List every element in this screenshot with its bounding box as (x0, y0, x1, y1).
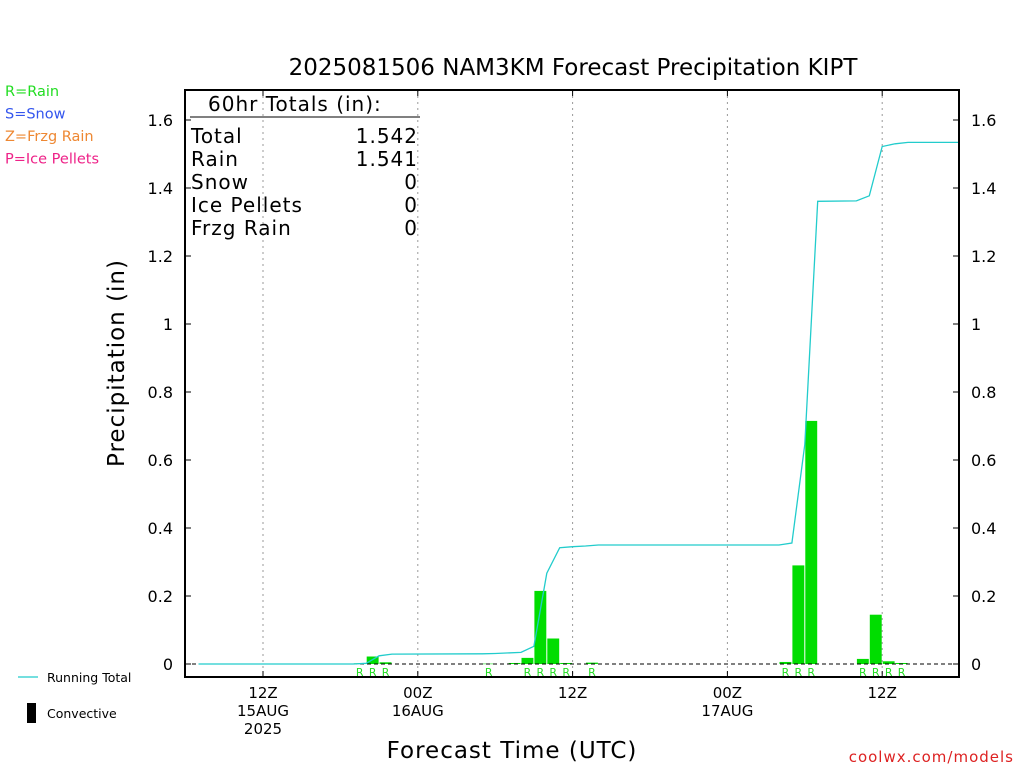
x-tick-label: 12Z (558, 684, 587, 702)
rain-type-label: R (549, 666, 557, 679)
totals-row-label: Frzg Rain (191, 216, 292, 240)
y-tick-label-left: 0.8 (148, 383, 173, 402)
y-tick-label-right: 1.2 (971, 247, 996, 266)
running-total-line (198, 141, 960, 665)
chart-title: 2025081506 NAM3KM Forecast Precipitation… (289, 55, 859, 81)
rain-type-label: R (885, 666, 893, 679)
y-tick-label-right: 1.6 (971, 111, 996, 130)
y-tick-label-right: 1 (971, 315, 981, 334)
precip-bar (560, 662, 573, 664)
x-tick-label: 00Z (713, 684, 742, 702)
totals-row-label: Total (190, 124, 243, 148)
totals-row-label: Snow (191, 170, 249, 194)
legend-convective: Convective (27, 703, 117, 723)
precip-bar (521, 657, 534, 664)
precip-bar (508, 662, 521, 664)
totals-row-value: 0 (404, 170, 418, 194)
rain-type-label: R (562, 666, 570, 679)
rain-type-label: R (859, 666, 867, 679)
rain-type-label: R (782, 666, 790, 679)
precip-bar (379, 662, 392, 664)
x-tick-label: 2025 (244, 720, 282, 738)
totals-row-value: 0 (404, 216, 418, 240)
y-tick-label-right: 0.2 (971, 587, 996, 606)
y-tick-label-right: 0.6 (971, 451, 996, 470)
totals-row-label: Rain (191, 147, 239, 171)
x-tick-label: 15AUG (237, 702, 289, 720)
x-tick-label: 16AUG (392, 702, 444, 720)
x-tick-label: 00Z (403, 684, 432, 702)
rain-type-label: R (485, 666, 493, 679)
y-tick-label-left: 1 (163, 315, 173, 334)
y-tick-label-left: 0.2 (148, 587, 173, 606)
precip-bars (353, 420, 908, 665)
x-tick-label: 12Z (868, 684, 897, 702)
precip-bar (805, 420, 818, 664)
x-axis-label: Forecast Time (UTC) (387, 738, 638, 764)
rain-type-label: R (537, 666, 545, 679)
convective-legend-label: Convective (47, 706, 117, 721)
rain-type-label: R (588, 666, 596, 679)
y-tick-label-left: 1.6 (148, 111, 173, 130)
precip-type-legend-item: R=Rain (5, 84, 59, 100)
precip-bar (779, 661, 792, 664)
x-tick-label: 17AUG (701, 702, 753, 720)
precip-bar (856, 658, 869, 664)
grid-lines (262, 90, 883, 677)
y-tick-label-right: 0.8 (971, 383, 996, 402)
totals-row-value: 1.541 (356, 147, 418, 171)
y-tick-label-left: 0.6 (148, 451, 173, 470)
precip-bar (895, 662, 908, 664)
precip-bar (547, 638, 560, 664)
precip-type-legend: R=Rain S=Snow Z=Frzg Rain P=Ice Pellets (5, 84, 99, 168)
rain-type-label: R (524, 666, 532, 679)
totals-row-value: 1.542 (356, 124, 418, 148)
convective-swatch (27, 703, 36, 723)
totals-header: 60hr Totals (in): (208, 92, 382, 116)
y-tick-label-left: 1.2 (148, 247, 173, 266)
precip-bar (586, 662, 598, 664)
y-tick-label-left: 0.4 (148, 519, 173, 538)
totals-rows: Total 1.542 Rain 1.541 Snow 0 Ice Pellets 0 Frzg… (190, 124, 418, 240)
legend-running-total: Running Total (18, 670, 131, 685)
y-axis-label: Precipitation (in) (104, 259, 130, 467)
rain-type-label: R (898, 666, 906, 679)
y-tick-label-left: 1.4 (148, 179, 173, 198)
precip-type-legend-item: S=Snow (5, 107, 66, 123)
credit-text: coolwx.com/models (849, 748, 1014, 766)
running-total-legend-label: Running Total (47, 670, 131, 685)
y-tick-label-right: 0 (971, 655, 981, 674)
rain-type-label: R (872, 666, 880, 679)
precip-bar (792, 565, 805, 664)
x-tick-label: 12Z (248, 684, 277, 702)
plot-frame (184, 89, 960, 678)
precip-bar (869, 614, 882, 664)
totals-box: 60hr Totals (in): Total 1.542 Rain 1.541 Sno… (190, 92, 420, 240)
precip-type-legend-item: P=Ice Pellets (5, 152, 99, 168)
y-tick-label-right: 1.4 (971, 179, 996, 198)
rain-type-label: R (369, 666, 377, 679)
y-tick-label-right: 0.4 (971, 519, 996, 538)
precip-type-legend-item: Z=Frzg Rain (5, 129, 94, 145)
rain-type-label: R (795, 666, 803, 679)
totals-row-value: 0 (404, 193, 418, 217)
y-tick-label-left: 0 (163, 655, 173, 674)
totals-row-label: Ice Pellets (191, 193, 303, 217)
rain-type-label: R (382, 666, 390, 679)
rain-type-label: R (807, 666, 815, 679)
precip-bar (882, 661, 895, 664)
precip-bar (534, 590, 547, 664)
rain-type-label: R (356, 666, 364, 679)
y-axis-ticks: 0 00.2 0.20.4 0.40.6 0.60.8 0.81 11.2 1.21.4 1.4… (148, 111, 997, 674)
